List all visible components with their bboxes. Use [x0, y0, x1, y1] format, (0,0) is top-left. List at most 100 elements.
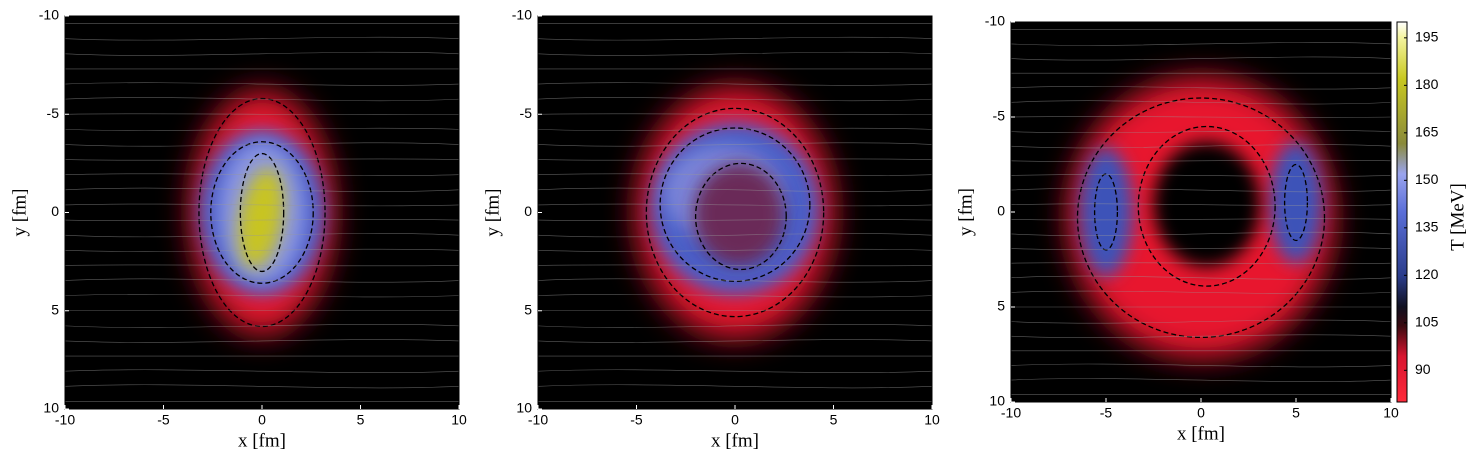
x-tick-label: 0 [258, 412, 266, 428]
y-tick-label: 10 [516, 400, 532, 416]
streamline [538, 113, 932, 116]
y-tick-label: 5 [997, 298, 1005, 314]
y-axis-label: y [fm] [482, 188, 503, 236]
streamline [538, 233, 932, 238]
streamline [538, 51, 932, 56]
y-tick-label: -5 [520, 105, 533, 121]
colorbar-tick-label: 120 [1415, 266, 1439, 282]
x-tick-label: 5 [1292, 405, 1300, 421]
streamline [538, 278, 932, 283]
streamline [1011, 218, 1391, 221]
streamline [65, 310, 459, 312]
y-tick-label: 0 [51, 203, 59, 219]
streamline [538, 82, 932, 86]
y-tick-label: -5 [47, 105, 60, 121]
x-tick-label: -5 [1100, 405, 1113, 421]
colorbar-label: T [MeV] [1447, 183, 1468, 251]
streamline [1011, 290, 1391, 294]
colorbar-tick-label: 165 [1415, 124, 1439, 140]
y-tick-label: 0 [997, 203, 1005, 219]
streamline [65, 113, 459, 116]
streamline [1011, 144, 1391, 149]
y-axis-label: y [fm] [9, 188, 30, 236]
colorbar-tick-label: 135 [1415, 219, 1439, 235]
y-tick-label: -10 [512, 7, 532, 23]
streamline [1011, 56, 1391, 61]
temperature-field [637, 86, 834, 339]
x-tick-label: 5 [830, 412, 838, 428]
streamline [65, 339, 459, 343]
streamline [65, 127, 459, 131]
streamline [65, 142, 459, 147]
streamline [1011, 319, 1391, 324]
streamline [538, 203, 932, 207]
x-tick-label: 10 [924, 412, 940, 428]
streamline [538, 339, 932, 343]
streamline [1011, 100, 1391, 105]
streamline [538, 294, 932, 298]
x-tick-label: -5 [630, 412, 643, 428]
y-tick-label: 5 [51, 301, 59, 317]
streamline [65, 187, 459, 192]
colorbar-tick-label: 150 [1415, 171, 1439, 187]
streamline [1011, 42, 1391, 46]
streamline [1011, 174, 1391, 177]
streamline [65, 384, 459, 389]
streamline [65, 369, 459, 373]
streamline [538, 97, 932, 102]
streamline [1011, 159, 1391, 162]
streamline [65, 233, 459, 238]
x-tick-label: -10 [528, 412, 548, 428]
streamline [1011, 262, 1391, 264]
streamline [538, 219, 932, 222]
y-tick-label: 10 [989, 393, 1005, 409]
streamline [65, 264, 459, 267]
streamline [65, 323, 459, 328]
y-axis-label: y [fm] [955, 188, 976, 236]
streamlines [65, 23, 459, 402]
streamline [65, 97, 459, 102]
streamline [538, 248, 932, 252]
x-axis-label: x [fm] [1177, 423, 1225, 444]
y-tick-label: -10 [985, 13, 1005, 29]
streamline [538, 158, 932, 161]
streamline [65, 51, 459, 56]
streamline [538, 142, 932, 147]
x-tick-label: 0 [731, 412, 739, 428]
colorbar-tick-label: 90 [1415, 361, 1431, 377]
streamline [538, 369, 932, 373]
x-tick-label: 5 [357, 412, 365, 428]
streamlines [538, 23, 932, 402]
x-tick-label: -10 [1001, 405, 1021, 421]
colorbar-tick-label: 105 [1415, 314, 1439, 330]
streamline [65, 36, 459, 41]
streamline [1011, 275, 1391, 280]
streamline [1011, 334, 1391, 338]
streamline [538, 36, 932, 41]
x-tick-label: 10 [1383, 405, 1399, 421]
streamline [538, 127, 932, 131]
streamline [1011, 203, 1391, 206]
streamline [538, 310, 932, 312]
colorbar [1396, 21, 1408, 403]
streamline [65, 248, 459, 252]
streamline [65, 278, 459, 283]
streamline [1011, 86, 1391, 90]
streamline [1011, 231, 1391, 236]
temperature-field [1068, 77, 1334, 359]
streamline [65, 82, 459, 86]
streamline [538, 173, 932, 176]
x-axis-label: x [fm] [238, 430, 286, 451]
streamline [1011, 130, 1391, 134]
y-tick-label: 10 [43, 400, 59, 416]
streamline [538, 187, 932, 192]
streamlines [1011, 29, 1391, 396]
streamline [538, 264, 932, 267]
streamline [1011, 306, 1391, 308]
y-tick-label: 0 [524, 203, 532, 219]
streamline [65, 158, 459, 161]
colorbar-tick-label: 195 [1415, 29, 1439, 45]
